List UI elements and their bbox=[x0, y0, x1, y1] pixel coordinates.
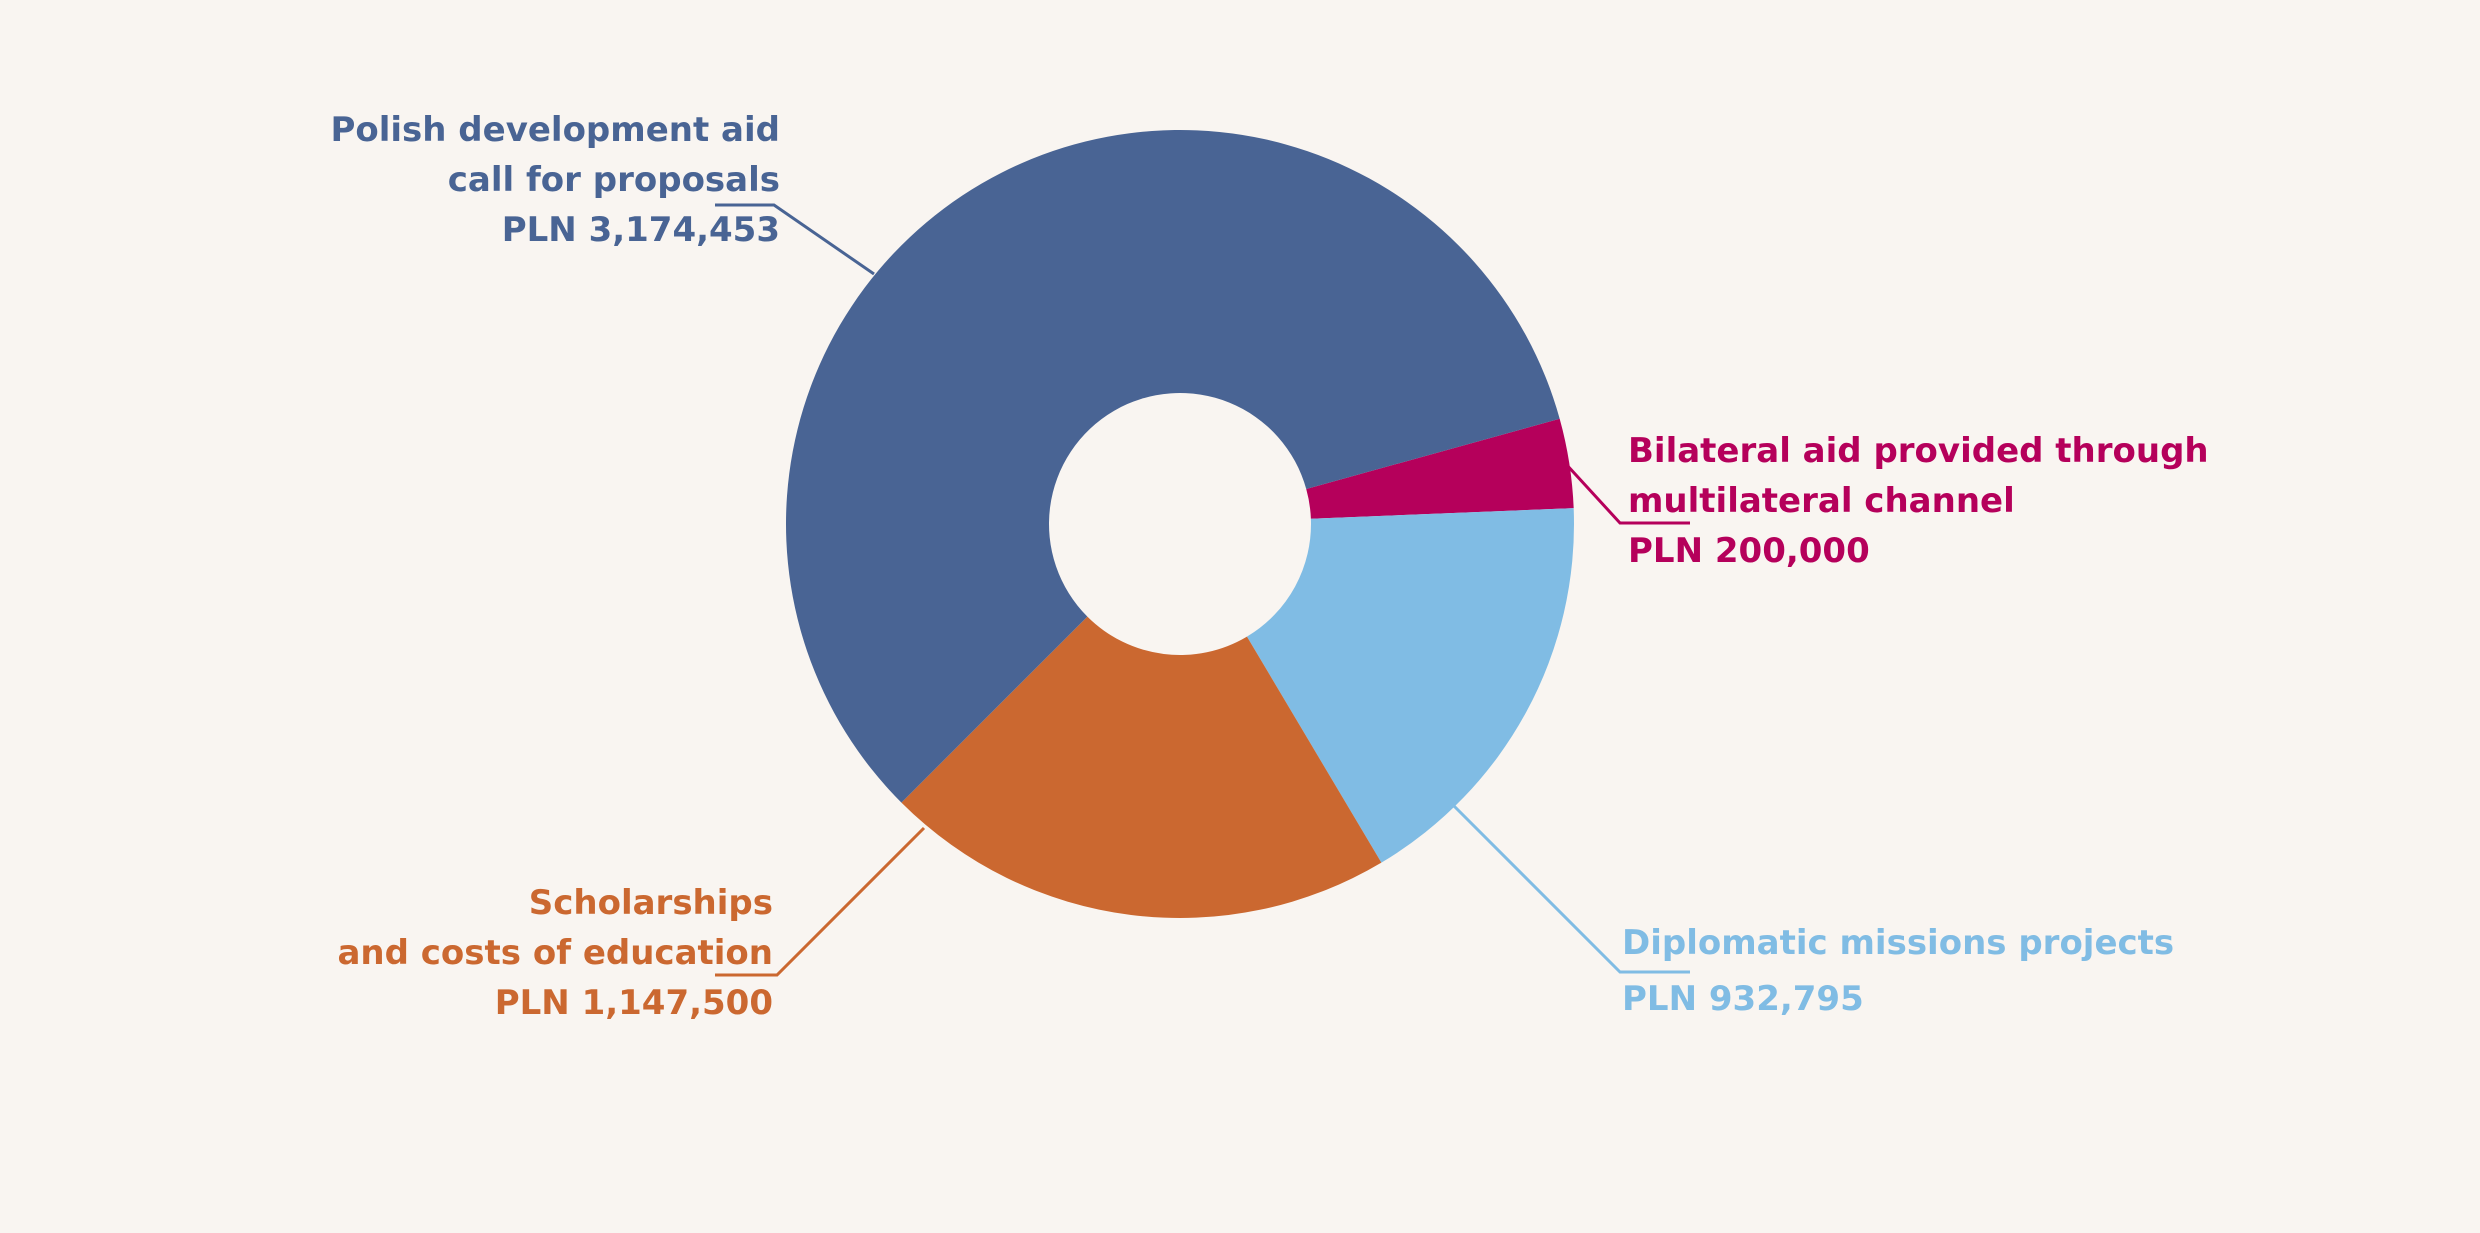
label-polish-line2: call for proposals bbox=[447, 160, 780, 200]
label-scholarships: Scholarships and costs of education PLN … bbox=[337, 878, 773, 1028]
label-polish-line1: Polish development aid bbox=[330, 110, 780, 150]
label-bilateral-aid: Bilateral aid provided through multilate… bbox=[1628, 426, 2209, 576]
slice-bilateral-aid bbox=[1306, 418, 1574, 519]
label-scholarships-line2: and costs of education bbox=[337, 933, 773, 973]
leader-line-diplomatic bbox=[1450, 802, 1690, 974]
label-bilateral-line1: Bilateral aid provided through bbox=[1628, 431, 2209, 471]
label-diplomatic-value: PLN 932,795 bbox=[1622, 979, 1864, 1019]
leader-line-scholarships bbox=[715, 826, 926, 977]
label-scholarships-value: PLN 1,147,500 bbox=[494, 983, 773, 1023]
leader-line-polish bbox=[715, 203, 875, 276]
label-diplomatic-line1: Diplomatic missions projects bbox=[1622, 923, 2175, 963]
leader-line-bilateral bbox=[1563, 461, 1690, 525]
slice-scholarships bbox=[901, 616, 1382, 918]
slice-diplomatic-missions bbox=[1246, 508, 1574, 863]
label-polish-development-aid: Polish development aid call for proposal… bbox=[330, 105, 780, 255]
label-scholarships-line1: Scholarships bbox=[528, 883, 773, 923]
slice-polish-development-aid bbox=[786, 130, 1560, 803]
label-bilateral-value: PLN 200,000 bbox=[1628, 531, 1870, 571]
label-polish-value: PLN 3,174,453 bbox=[501, 210, 780, 250]
label-bilateral-line2: multilateral channel bbox=[1628, 481, 2015, 521]
label-diplomatic-missions: Diplomatic missions projects PLN 932,795 bbox=[1622, 918, 2174, 1024]
